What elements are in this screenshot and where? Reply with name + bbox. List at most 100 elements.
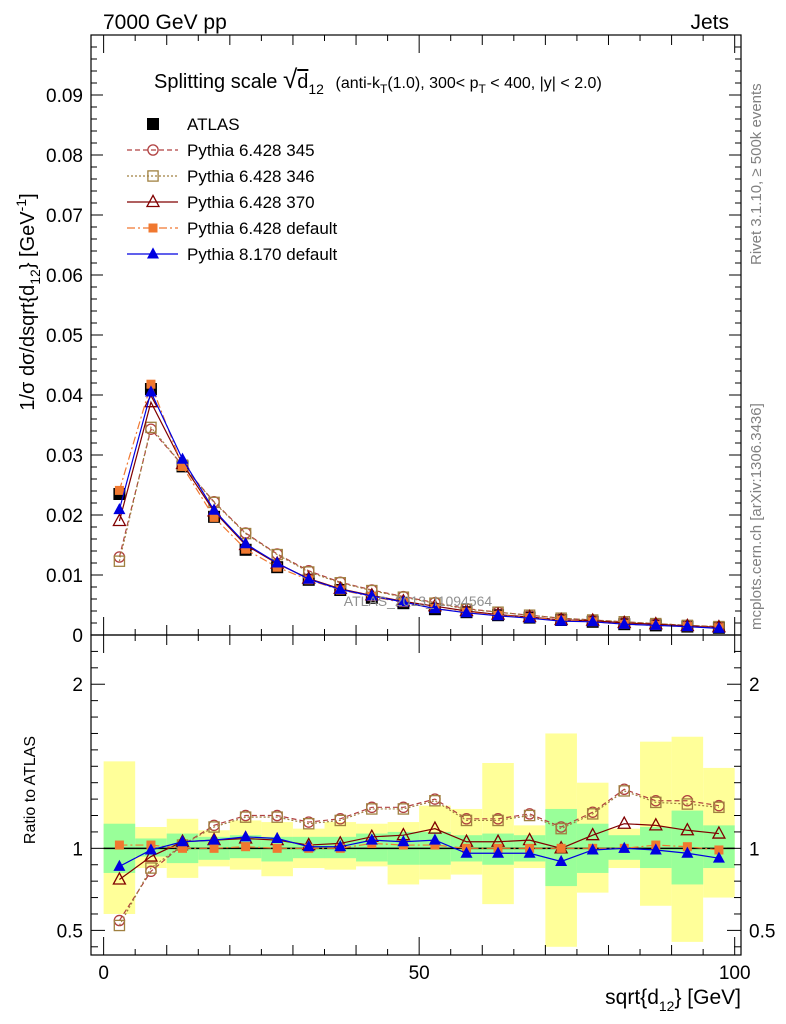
data-point xyxy=(428,602,441,614)
legend-label: Pythia 6.428 default xyxy=(187,219,338,238)
data-point xyxy=(649,843,662,855)
data-point xyxy=(492,609,505,621)
data-point xyxy=(397,595,410,607)
data-point xyxy=(209,512,219,522)
ratio-clipped xyxy=(103,733,735,947)
main-axes: 0 0.01 0.02 0.03 0.04 0.05 0.06 0.07 0.08 0.09 xyxy=(46,35,741,647)
ratio-y-axis-label: Ratio to ATLAS xyxy=(22,736,39,844)
series-1 xyxy=(113,785,725,932)
data-point xyxy=(208,833,221,845)
data-point xyxy=(143,848,159,862)
data-point xyxy=(460,814,473,827)
data-point xyxy=(429,794,441,807)
data-point xyxy=(334,814,347,827)
y-axis-label-end: ] xyxy=(17,193,39,199)
plot-title: Splitting scale √d12 (anti-kT(1.0), 300<… xyxy=(154,64,602,99)
ratio-frame xyxy=(90,634,742,956)
legend-marker xyxy=(147,247,159,259)
data-point xyxy=(113,555,126,567)
data-point xyxy=(430,840,440,850)
title-detail-0: (anti-k xyxy=(336,75,381,92)
y-tick-label: 0.01 xyxy=(46,566,83,587)
data-point xyxy=(492,846,505,858)
ratio-y-tick-label-right: 1 xyxy=(749,839,760,860)
y-tick-label: 0.06 xyxy=(46,266,83,287)
y-tick-label: 0 xyxy=(72,626,83,647)
data-point xyxy=(681,798,694,810)
legend-marker xyxy=(148,223,158,233)
title-detail-3: T xyxy=(478,82,486,96)
title-symbol: √ xyxy=(283,64,298,94)
data-point xyxy=(712,621,725,633)
data-point xyxy=(176,835,189,847)
legend-label: Pythia 6.428 370 xyxy=(187,193,315,212)
data-point xyxy=(711,825,727,839)
x-axis-label: sqrt{d12} [GeV] xyxy=(605,986,741,1014)
data-point xyxy=(523,809,536,822)
y-tick-label: 0.03 xyxy=(46,446,83,467)
y-tick-label: 0.05 xyxy=(46,326,83,347)
ratio-y-tick-label: 0.5 xyxy=(57,921,83,942)
y-tick-label: 0.08 xyxy=(46,146,83,167)
data-point xyxy=(427,820,443,834)
y-axis-label: 1/σ dσ/dsqrt{d12} [GeV-1] xyxy=(13,193,43,410)
ratio-y-tick-label: 1 xyxy=(72,839,83,860)
ratio-axes: 0.5 0.5 1 1 2 2 0 50 100 xyxy=(57,635,775,984)
data-point xyxy=(112,871,127,885)
ratio-panel: 0.5 0.51 12 20 50 100 Ratio to ATLAS sqrt{d12… xyxy=(22,634,775,1014)
x-tick-label: 100 xyxy=(719,963,751,984)
data-point xyxy=(334,840,347,852)
data-point xyxy=(114,485,124,495)
data-point xyxy=(712,851,725,863)
data-point xyxy=(178,843,188,853)
main-panel: 0 0.01 0.02 0.03 0.04 0.05 0.06 0.07 0.08 0.09 AT… xyxy=(13,34,742,647)
legend-item: ATLAS xyxy=(147,115,240,134)
data-point xyxy=(208,821,220,833)
x-tick-label: 50 xyxy=(409,963,430,984)
data-point xyxy=(302,817,315,830)
data-point xyxy=(555,854,568,866)
data-point xyxy=(241,544,251,554)
data-point xyxy=(397,803,410,815)
data-point xyxy=(460,846,473,858)
data-point xyxy=(145,421,157,434)
y-tick-label: 0.04 xyxy=(46,386,83,407)
data-point xyxy=(144,385,157,397)
data-point xyxy=(681,846,694,858)
data-point xyxy=(365,589,378,601)
title-detail-4: < 400, |y| < 2.0) xyxy=(486,75,602,92)
data-point xyxy=(556,843,566,853)
legend-item: Pythia 6.428 default xyxy=(127,219,338,238)
data-point xyxy=(302,840,315,852)
legend-label: Pythia 6.428 345 xyxy=(187,141,315,160)
legend: ATLAS Pythia 6.428 345 Pythia 6.428 346 Pyt… xyxy=(127,115,338,264)
data-point xyxy=(239,537,252,549)
legend-marker xyxy=(145,194,161,208)
data-point xyxy=(523,846,536,858)
legend-label: Pythia 8.170 default xyxy=(187,245,338,264)
data-point xyxy=(272,843,282,853)
series-line xyxy=(118,400,719,628)
series-5 xyxy=(113,385,725,633)
legend-marker xyxy=(147,170,159,182)
data-point xyxy=(271,831,284,843)
x-axis-label-sub: 12 xyxy=(659,998,675,1014)
series-line xyxy=(118,390,719,629)
series-line xyxy=(118,788,720,921)
y-axis-label-sub: 12 xyxy=(27,269,43,285)
data-point xyxy=(113,859,126,871)
data-point xyxy=(681,620,694,632)
rivet-label: Rivet 3.1.10, ≥ 500k events xyxy=(748,83,765,265)
data-point xyxy=(146,379,156,389)
y-axis-label-tail: } [GeV xyxy=(17,211,39,269)
data-point xyxy=(366,803,378,815)
series-line xyxy=(119,836,720,867)
data-point xyxy=(714,845,724,855)
data-point xyxy=(618,841,631,853)
data-point xyxy=(649,618,662,630)
data-point xyxy=(176,452,189,464)
data-point xyxy=(460,606,473,618)
y-axis-label-main: 1/σ dσ/dsqrt{d xyxy=(17,285,39,411)
y-axis-label-sup: -1 xyxy=(13,199,29,212)
